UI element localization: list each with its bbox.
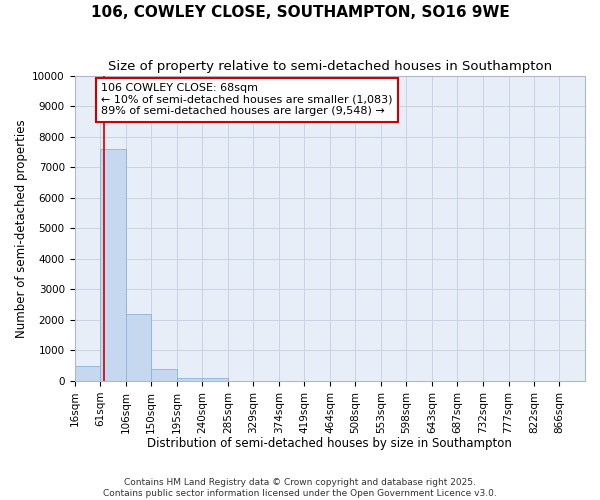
Bar <box>176 378 202 381</box>
Y-axis label: Number of semi-detached properties: Number of semi-detached properties <box>15 119 28 338</box>
Bar <box>100 149 126 381</box>
Title: Size of property relative to semi-detached houses in Southampton: Size of property relative to semi-detach… <box>107 60 552 73</box>
Text: 106 COWLEY CLOSE: 68sqm
← 10% of semi-detached houses are smaller (1,083)
89% of: 106 COWLEY CLOSE: 68sqm ← 10% of semi-de… <box>101 83 393 116</box>
Bar <box>202 378 228 381</box>
Text: 106, COWLEY CLOSE, SOUTHAMPTON, SO16 9WE: 106, COWLEY CLOSE, SOUTHAMPTON, SO16 9WE <box>91 5 509 20</box>
X-axis label: Distribution of semi-detached houses by size in Southampton: Distribution of semi-detached houses by … <box>148 437 512 450</box>
Bar <box>74 366 100 381</box>
Bar <box>126 314 151 381</box>
Text: Contains HM Land Registry data © Crown copyright and database right 2025.
Contai: Contains HM Land Registry data © Crown c… <box>103 478 497 498</box>
Bar <box>151 369 176 381</box>
